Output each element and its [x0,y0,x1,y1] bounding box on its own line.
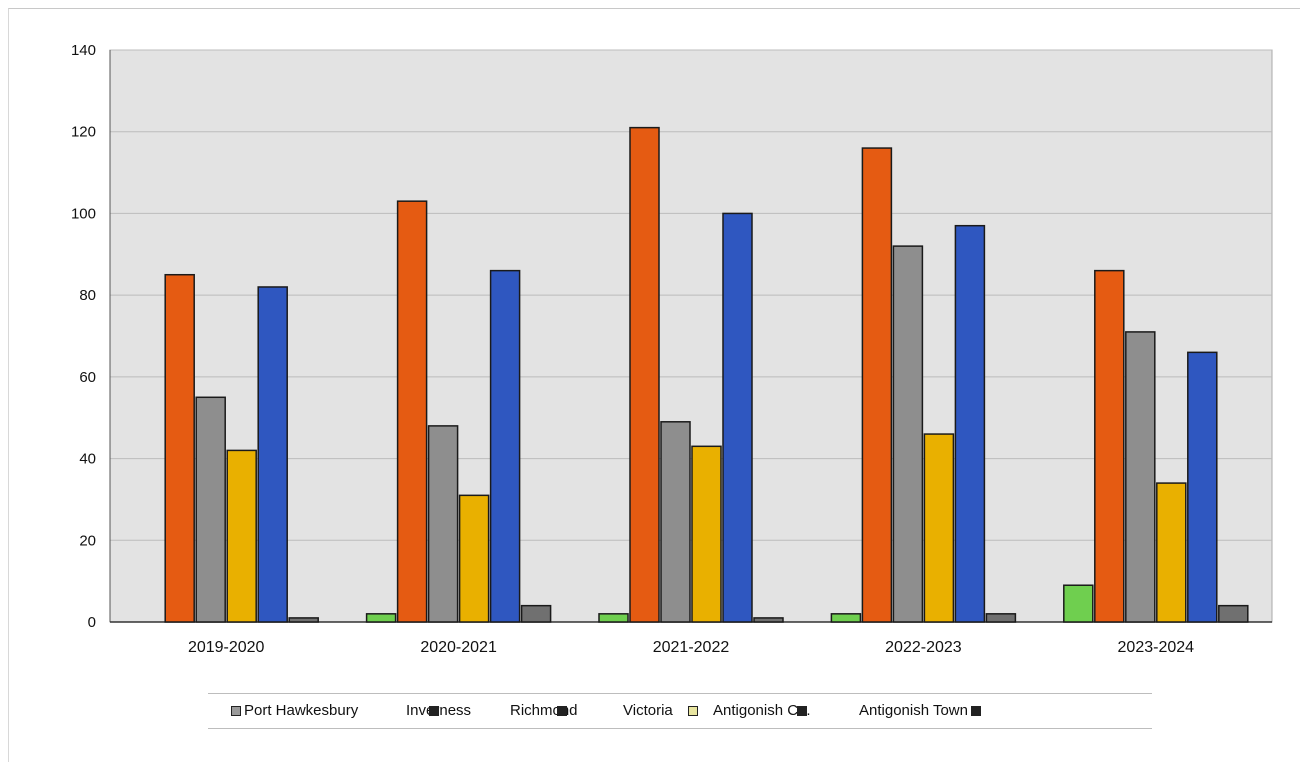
y-tick-label: 120 [71,124,96,141]
bar-antigonish-town-2023-2024 [1218,604,1249,623]
x-tick-label: 2020-2021 [420,639,497,656]
y-tick-label: 20 [79,532,96,549]
legend: Port Hawkesbury Inverness Richmond Victo… [208,693,1152,729]
bar-antigonish-town-2019-2020 [288,617,319,623]
legend-swatch-richmond [557,706,567,716]
bar-richmond-2021-2022 [660,421,691,623]
bar-antigonish-co--2022-2023 [954,224,986,623]
y-tick-label: 0 [88,614,96,631]
chart-frame [8,8,1300,762]
legend-swatch-inverness [429,706,439,716]
legend-swatch-antigonish-town [971,706,981,716]
legend-swatch-antigonish-co [797,706,807,716]
bar-inverness-2023-2024 [1094,269,1125,623]
bar-victoria-2020-2021 [458,494,490,623]
bar-inverness-2019-2020 [164,273,195,623]
bar-victoria-2021-2022 [691,445,722,623]
bar-antigonish-co--2020-2021 [489,269,521,623]
bar-richmond-2019-2020 [195,396,226,623]
bar-inverness-2022-2023 [861,147,893,623]
bar-richmond-2023-2024 [1125,331,1156,623]
x-tick-label: 2019-2020 [188,639,265,656]
bar-antigonish-co--2019-2020 [257,286,288,623]
bar-victoria-2019-2020 [226,449,257,623]
x-tick-label: 2021-2022 [653,639,730,656]
legend-swatch-victoria [688,706,698,716]
bar-victoria-2022-2023 [923,433,955,623]
bar-port-hawkesbury-2021-2022 [598,613,629,623]
legend-item-victoria: Victoria [623,702,673,719]
x-tick-label: 2022-2023 [885,639,962,656]
legend-item-richmond: Richmond [510,702,578,719]
y-tick-label: 100 [71,205,96,222]
bar-richmond-2022-2023 [892,245,924,623]
legend-item-antigonish-town: Antigonish Town [859,702,968,719]
y-tick-label: 60 [79,369,96,386]
bar-antigonish-town-2020-2021 [520,604,552,623]
bar-chart: 0 20 40 60 80 100 120 140 2019-2020 2020-2021 2021… [71,42,1273,656]
bar-port-hawkesbury-2022-2023 [830,613,862,623]
legend-item-antigonish-co: Antigonish Co. [713,702,811,719]
bar-port-hawkesbury-2020-2021 [365,613,397,623]
y-tick-label: 140 [71,42,96,59]
bar-port-hawkesbury-2023-2024 [1063,584,1094,623]
bar-inverness-2021-2022 [629,126,660,623]
bar-richmond-2020-2021 [427,425,459,623]
bar-antigonish-co--2023-2024 [1187,351,1218,623]
bar-antigonish-town-2022-2023 [985,613,1017,623]
legend-swatch-port-hawkesbury [231,706,241,716]
bar-victoria-2023-2024 [1156,482,1187,623]
y-tick-label: 40 [79,451,96,468]
bar-antigonish-town-2021-2022 [753,617,784,623]
y-tick-label: 80 [79,287,96,304]
x-tick-label: 2023-2024 [1118,639,1195,656]
legend-item-port-hawkesbury: Port Hawkesbury [244,702,359,719]
plot-area [109,49,1273,623]
bar-antigonish-co--2021-2022 [722,212,753,623]
bar-inverness-2020-2021 [396,200,428,623]
